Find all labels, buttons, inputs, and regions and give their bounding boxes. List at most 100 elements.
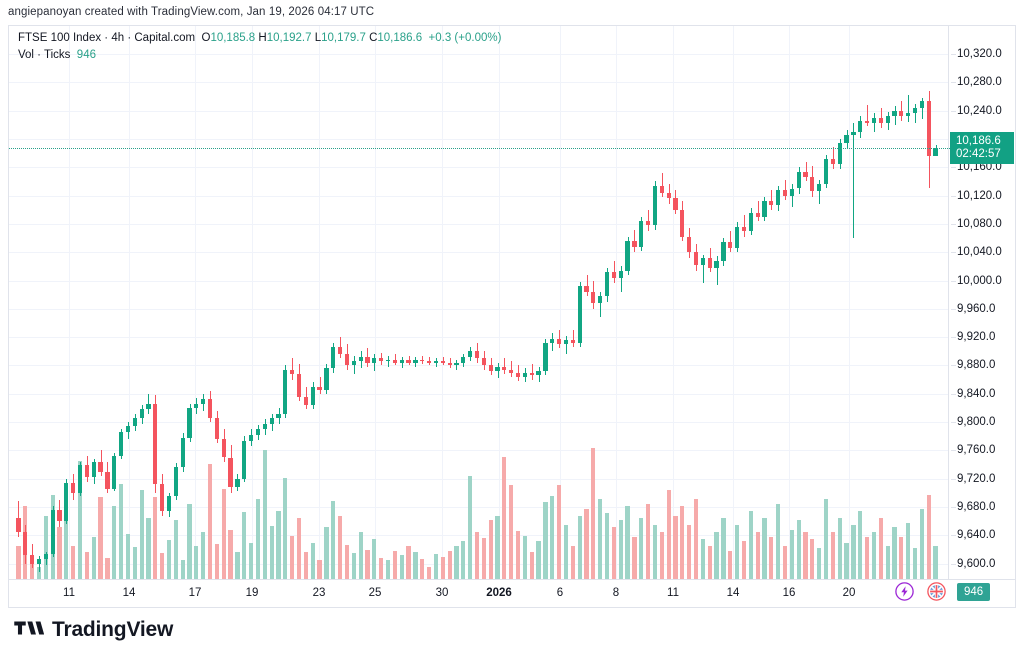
candle-body xyxy=(420,359,425,362)
candle-body xyxy=(77,464,83,493)
price-axis-tick-dash xyxy=(951,393,956,395)
volume-bar xyxy=(447,550,452,581)
candle-body xyxy=(64,482,69,522)
volume-bar xyxy=(611,527,616,581)
volume-bar xyxy=(912,548,918,581)
chart-plot-area[interactable] xyxy=(9,26,950,581)
gridline-vertical xyxy=(616,26,617,581)
volume-bar xyxy=(98,497,103,581)
volume-bar xyxy=(153,497,158,581)
price-axis-tick: 9,920.0 xyxy=(951,331,995,343)
candle-wick xyxy=(532,364,533,380)
gridline-vertical xyxy=(69,26,70,581)
candle-body xyxy=(180,437,185,468)
candle-wick xyxy=(771,189,772,210)
price-axis-tick-dash xyxy=(951,308,956,310)
volume-bar xyxy=(858,511,863,581)
candle-wick xyxy=(867,104,868,127)
candle-wick xyxy=(853,123,854,239)
gridline-vertical xyxy=(319,26,320,581)
candle-body xyxy=(112,456,117,489)
candle-body xyxy=(481,358,486,366)
candle-body xyxy=(823,158,829,185)
price-axis-tick-dash xyxy=(951,195,956,197)
gridline-vertical xyxy=(129,26,130,581)
volume-bar xyxy=(221,488,226,581)
volume-bar xyxy=(871,532,877,581)
candle-body xyxy=(71,482,76,493)
price-axis-tick: 10,320.0 xyxy=(951,48,1002,60)
candle-body xyxy=(324,368,329,390)
candle-body xyxy=(392,359,397,363)
volume-bar xyxy=(262,450,267,581)
time-axis[interactable]: 11 14 17 19 23 25 30 2026 6 8 11 14 16 20 xyxy=(9,579,1015,607)
volume-bar xyxy=(413,551,418,581)
candle-wick xyxy=(402,356,403,369)
volume-bar xyxy=(132,547,137,581)
volume-bar xyxy=(461,541,466,581)
time-axis-tick: 14 xyxy=(726,587,740,599)
candle-body xyxy=(741,226,747,231)
volume-bar xyxy=(228,529,233,581)
candle-body xyxy=(372,358,377,363)
candle-body xyxy=(50,509,55,554)
candle-body xyxy=(249,434,254,441)
gridline-horizontal xyxy=(9,224,950,225)
gridline-horizontal xyxy=(9,337,950,338)
candle-wick xyxy=(908,95,909,122)
volume-bar xyxy=(570,546,575,581)
candle-body xyxy=(57,509,62,522)
candle-body xyxy=(707,257,712,268)
candle-body xyxy=(502,366,507,370)
candle-body xyxy=(283,369,288,414)
volume-bar xyxy=(769,536,774,581)
candle-body xyxy=(796,171,801,189)
candle-body xyxy=(645,221,651,226)
volume-bar xyxy=(166,540,172,581)
lightning-bolt-icon[interactable] xyxy=(895,582,914,606)
tradingview-footer[interactable]: TradingView xyxy=(14,618,173,642)
chart-container[interactable]: FTSE 100 Index · 4h · Capital.com O10,18… xyxy=(8,25,1016,608)
candle-body xyxy=(331,347,336,369)
candle-wick xyxy=(634,229,635,253)
candle-wick xyxy=(511,361,512,377)
candle-body xyxy=(105,471,110,489)
volume-bar xyxy=(509,485,514,581)
volume-bar xyxy=(324,527,329,581)
gridline-horizontal xyxy=(9,111,950,112)
time-axis-tick: 20 xyxy=(842,587,856,599)
time-axis-tick: 16 xyxy=(782,587,796,599)
candle-body xyxy=(803,171,808,178)
candle-body xyxy=(728,242,733,248)
candle-wick xyxy=(566,335,567,355)
candle-body xyxy=(892,110,897,117)
gridline-vertical xyxy=(499,26,500,581)
volume-bar xyxy=(125,534,131,581)
volume-bar xyxy=(358,532,363,581)
volume-bar xyxy=(57,527,62,581)
price-axis[interactable]: 10,320.010,280.010,240.010,200.010,160.0… xyxy=(948,26,1015,601)
time-axis-tick: 11 xyxy=(667,587,679,599)
volume-bar xyxy=(700,539,705,581)
price-axis-tick: 9,840.0 xyxy=(951,388,995,400)
volume-bar xyxy=(789,529,794,581)
volume-bar xyxy=(693,499,699,581)
candle-body xyxy=(495,366,500,372)
candle-body xyxy=(830,158,836,165)
price-axis-tick-dash xyxy=(951,365,956,367)
volume-bar xyxy=(652,525,658,581)
volume-bar xyxy=(557,485,562,581)
candle-body xyxy=(358,356,363,362)
volume-bar xyxy=(885,546,890,581)
gridline-horizontal xyxy=(9,564,950,565)
price-axis-tick: 9,800.0 xyxy=(951,416,995,428)
current-price-badge[interactable]: 10,186.6 02:42:57 xyxy=(950,132,1014,165)
uk-flag-icon[interactable] xyxy=(927,582,946,606)
volume-value-badge[interactable]: 946 xyxy=(957,583,991,601)
volume-bar xyxy=(180,560,185,581)
volume-bar xyxy=(625,506,630,581)
volume-bar xyxy=(550,495,555,581)
volume-bar xyxy=(290,535,295,581)
gridline-vertical xyxy=(560,26,561,581)
candle-body xyxy=(721,242,726,261)
